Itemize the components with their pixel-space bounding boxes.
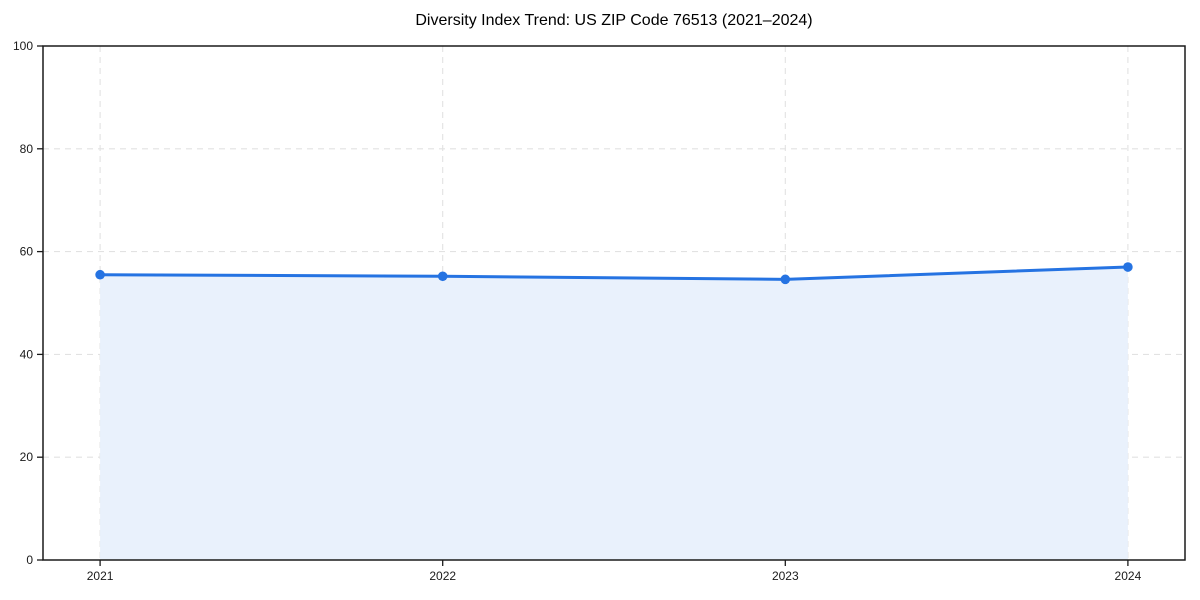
plot-spines	[42, 45, 1186, 561]
y-tick-label: 40	[20, 347, 34, 361]
y-tick-label: 20	[20, 450, 34, 464]
x-tick-label: 2023	[772, 569, 799, 583]
chart-title: Diversity Index Trend: US ZIP Code 76513…	[415, 12, 813, 29]
data-point	[437, 271, 448, 282]
x-tick-label: 2021	[87, 569, 114, 583]
y-tick-label: 80	[20, 142, 34, 156]
y-tick-label: 0	[26, 553, 33, 567]
data-point	[780, 274, 791, 285]
x-tick-label: 2022	[429, 569, 456, 583]
y-tick-label: 60	[20, 245, 34, 259]
data-point	[95, 269, 105, 280]
data-point	[1123, 262, 1133, 272]
area-fill	[100, 267, 1128, 560]
y-tick-label: 100	[13, 39, 33, 53]
x-tick-label: 2024	[1115, 569, 1142, 583]
trend-line	[98, 265, 1130, 281]
